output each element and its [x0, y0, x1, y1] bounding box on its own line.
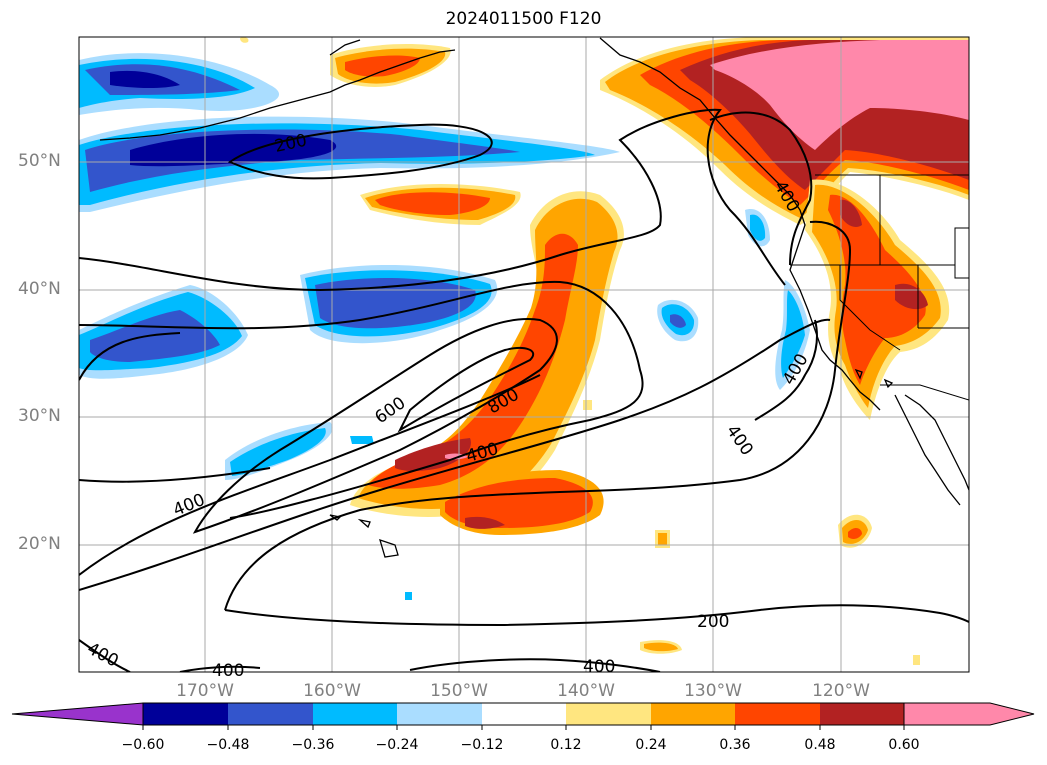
lon-label-160w: 160°W — [303, 681, 361, 701]
colorbar-swatch — [143, 703, 228, 725]
colorbar-tick-label: −0.36 — [291, 737, 335, 753]
lat-label-30n: 30°N — [18, 406, 61, 426]
lat-label-50n: 50°N — [18, 151, 61, 171]
colorbar-swatch — [313, 703, 397, 725]
lat-label-40n: 40°N — [18, 279, 61, 299]
colorbar-tick-label: 0.24 — [635, 737, 667, 753]
colorbar-tick-label: −0.48 — [206, 737, 250, 753]
colorbar-tick-label: 0.36 — [719, 737, 751, 753]
contour-label: 200 — [697, 612, 729, 632]
colorbar-swatch — [482, 703, 566, 725]
contour-label: 400 — [212, 661, 244, 681]
colorbar-swatch — [651, 703, 735, 725]
lon-label-150w: 150°W — [430, 681, 488, 701]
colorbar-extend-high — [904, 703, 1034, 725]
coastlines — [99, 37, 969, 558]
colorbar-tick-label: 0.60 — [888, 737, 920, 753]
lon-label-130w: 130°W — [684, 681, 742, 701]
colorbar-tick-label: 0.48 — [804, 737, 836, 753]
colorbar-swatch — [735, 703, 820, 725]
colorbar-swatch — [566, 703, 651, 725]
colorbar-tick-label: 0.12 — [550, 737, 582, 753]
colorbar-swatch — [228, 703, 313, 725]
contour-lines — [79, 108, 969, 672]
colorbar — [11, 702, 1035, 730]
colorbar-extend-low — [11, 702, 144, 726]
lon-label-170w: 170°W — [176, 681, 234, 701]
colorbar-swatch — [397, 703, 482, 725]
colorbar-tick-label: −0.60 — [121, 737, 165, 753]
gridlines — [79, 37, 969, 672]
plot-area — [79, 37, 969, 672]
colorbar-tick-label: −0.12 — [460, 737, 504, 753]
colorbar-swatch — [820, 703, 904, 725]
lat-label-20n: 20°N — [18, 534, 61, 554]
colorbar-tick-label: −0.24 — [375, 737, 419, 753]
map-title: 2024011500 F120 — [445, 9, 602, 29]
lon-label-120w: 120°W — [812, 681, 870, 701]
contour-label: 400 — [583, 657, 615, 677]
lon-label-140w: 140°W — [557, 681, 615, 701]
political-borders — [790, 174, 969, 401]
